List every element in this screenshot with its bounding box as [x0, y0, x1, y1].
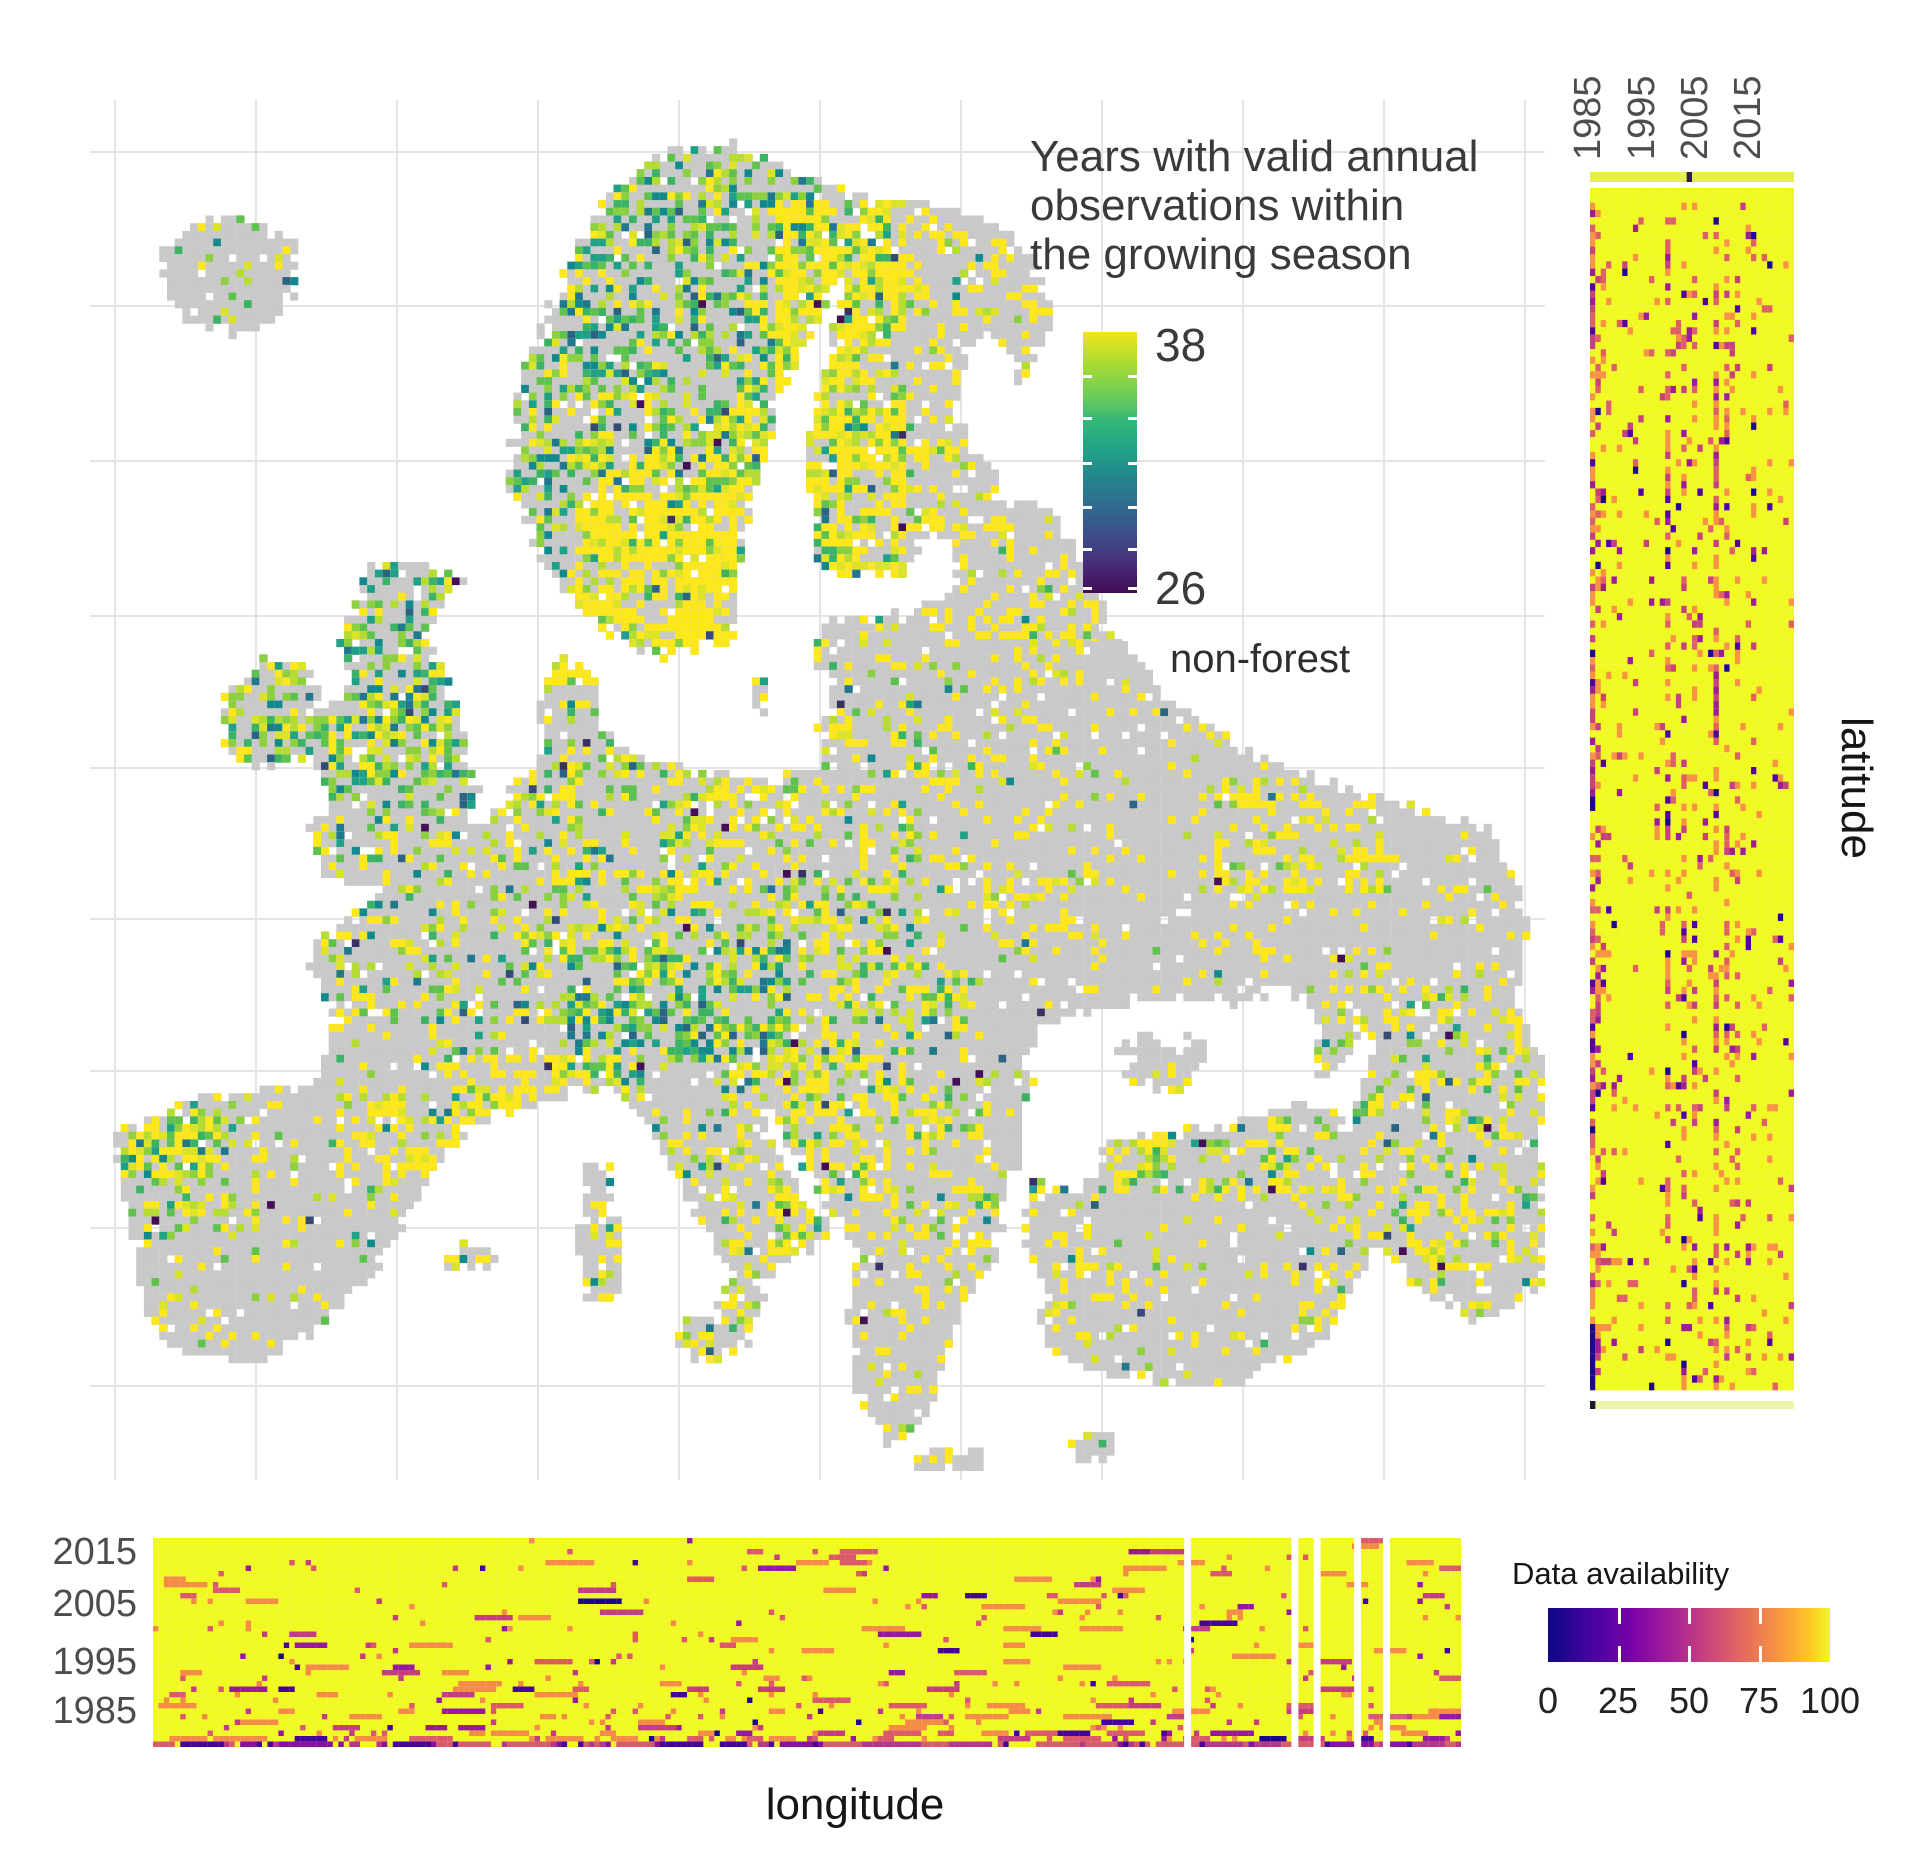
- non-forest-swatch: [1090, 641, 1128, 679]
- map-legend-title: Years with valid annual observations wit…: [1030, 132, 1560, 279]
- availability-tick-75: 75: [1738, 1680, 1780, 1721]
- colorbar-tick: [1083, 547, 1092, 551]
- right-year-tick-1995: 1995: [1621, 75, 1663, 160]
- availability-tick-0: 0: [1537, 1680, 1559, 1721]
- bottom-year-tick-1995: 1995: [52, 1641, 137, 1683]
- availability-colorbar-tick: [1758, 1646, 1762, 1662]
- availability-tick-100: 100: [1799, 1680, 1861, 1721]
- bottom-year-tick-2015: 2015: [52, 1531, 137, 1573]
- viridis-colorbar: [1083, 332, 1137, 593]
- availability-colorbar-tick: [1688, 1608, 1691, 1624]
- colorbar-tick: [1128, 461, 1137, 465]
- colorbar-tick: [1083, 505, 1092, 509]
- map-legend-title-line2: observations within: [1030, 181, 1405, 230]
- bottom-year-tick-1985: 1985: [52, 1690, 137, 1732]
- colorbar-min-label: 26: [1155, 562, 1207, 614]
- colorbar-tick: [1083, 586, 1092, 590]
- right-year-tick-1985: 1985: [1567, 75, 1609, 160]
- colorbar-tick: [1083, 417, 1092, 421]
- availability-legend-title: Data availability: [1512, 1556, 1730, 1591]
- availability-tick-50: 50: [1668, 1680, 1710, 1721]
- plasma-colorbar: [1548, 1608, 1830, 1662]
- right-year-tick-2005: 2005: [1674, 75, 1716, 160]
- availability-colorbar-tick: [1758, 1608, 1762, 1624]
- colorbar-tick: [1083, 375, 1092, 379]
- colorbar-tick: [1128, 417, 1137, 421]
- latitude-year-heatmap: [1590, 172, 1794, 1409]
- bottom-year-tick-2005: 2005: [52, 1583, 137, 1625]
- map-legend-title-line3: the growing season: [1030, 230, 1412, 279]
- map-legend-title-line1: Years with valid annual: [1030, 132, 1479, 181]
- europe-map-raster: [90, 100, 1545, 1480]
- availability-colorbar-tick: [1617, 1608, 1621, 1624]
- colorbar-max-label: 38: [1155, 319, 1207, 371]
- colorbar-tick: [1083, 461, 1092, 465]
- colorbar-tick: [1128, 505, 1137, 509]
- longitude-axis-label: longitude: [765, 1780, 945, 1829]
- availability-colorbar-tick: [1688, 1646, 1691, 1662]
- non-forest-label: non-forest: [1170, 637, 1351, 681]
- colorbar-tick: [1128, 586, 1137, 590]
- availability-colorbar-tick: [1617, 1646, 1621, 1662]
- latitude-axis-label: latitude: [1832, 717, 1881, 859]
- right-year-tick-2015: 2015: [1727, 75, 1769, 160]
- availability-tick-25: 25: [1597, 1680, 1639, 1721]
- longitude-year-heatmap: [153, 1538, 1461, 1747]
- colorbar-tick: [1128, 375, 1137, 379]
- colorbar-tick: [1128, 547, 1137, 551]
